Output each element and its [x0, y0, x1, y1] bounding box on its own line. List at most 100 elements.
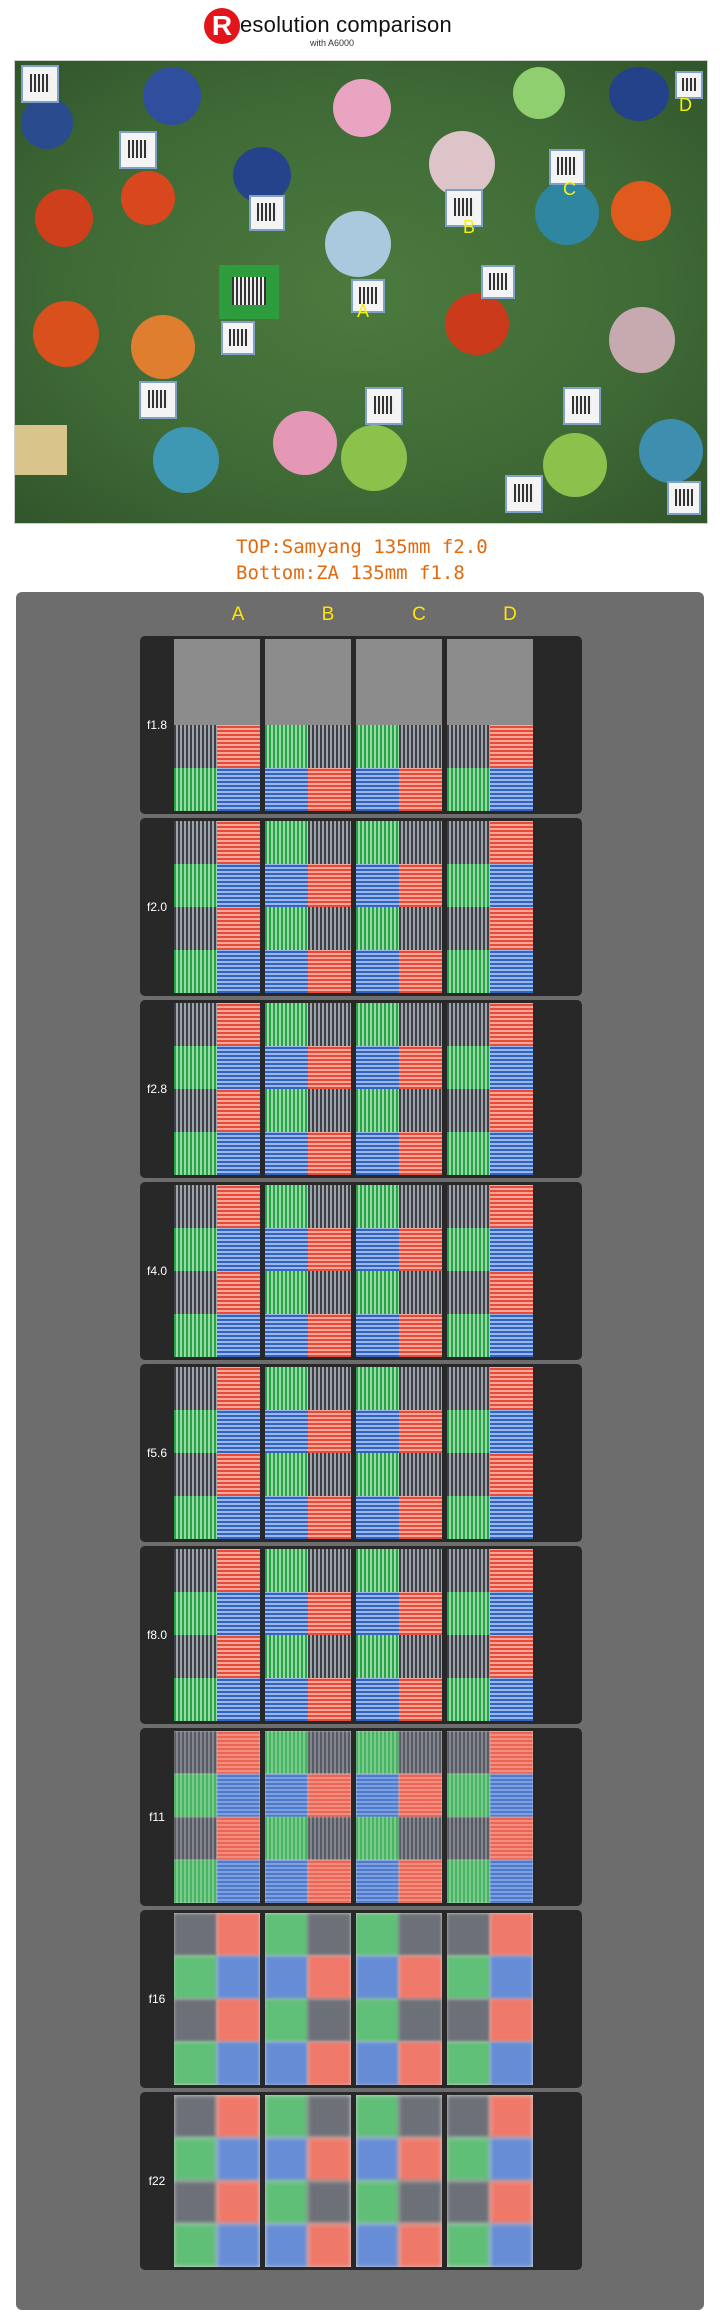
crop-bottom [174, 725, 260, 811]
crop-cell-d [447, 639, 533, 811]
chart-quadrant [399, 1913, 442, 1956]
chart-quadrant [217, 1956, 260, 1999]
caption-top-lens: TOP:Samyang 135mm f2.0 [236, 536, 488, 558]
crop-bottom [174, 1453, 260, 1539]
crop-cell-b [265, 639, 351, 811]
chart-quadrant [308, 1592, 351, 1635]
crop-top [447, 1913, 533, 1999]
crop-top [265, 2095, 351, 2181]
chart-quadrant [356, 1956, 399, 1999]
crop-top [174, 1913, 260, 1999]
sticker [543, 433, 607, 497]
chart-quadrant [356, 1367, 399, 1410]
chart-quadrant [490, 2095, 533, 2138]
crop-cell-b [265, 1731, 351, 1903]
crop-cell-a [174, 1003, 260, 1175]
chart-quadrant [174, 1999, 217, 2042]
chart-quadrant [174, 1549, 217, 1592]
chart-quadrant [447, 1774, 490, 1817]
test-chart [21, 65, 59, 103]
test-chart [481, 265, 515, 299]
crop-bottom [356, 725, 442, 811]
crop-cell-a [174, 1185, 260, 1357]
chart-quadrant [447, 1496, 490, 1539]
chart-quadrant [265, 1678, 308, 1721]
chart-quadrant [265, 1185, 308, 1228]
crop-cell-b [265, 2095, 351, 2267]
crop-bottom [447, 1999, 533, 2085]
chart-quadrant [174, 1185, 217, 1228]
crop-cell-c [356, 821, 442, 993]
chart-quadrant [265, 1046, 308, 1089]
chart-quadrant [308, 907, 351, 950]
chart-quadrant [217, 1496, 260, 1539]
chart-quadrant [490, 1496, 533, 1539]
chart-quadrant [265, 1731, 308, 1774]
chart-quadrant [490, 1132, 533, 1175]
chart-quadrant [447, 1185, 490, 1228]
chart-quadrant [265, 1089, 308, 1132]
chart-quadrant [174, 1774, 217, 1817]
chart-quadrant [174, 1314, 217, 1357]
chart-quadrant [490, 1271, 533, 1314]
crop-top [356, 1731, 442, 1817]
chart-quadrant [399, 1956, 442, 1999]
chart-quadrant [308, 1132, 351, 1175]
chart-quadrant [356, 864, 399, 907]
chart-quadrant [356, 1549, 399, 1592]
chart-quadrant [490, 2042, 533, 2085]
column-label-d: D [503, 604, 517, 625]
crop-cell-a [174, 1367, 260, 1539]
crop-bottom [447, 725, 533, 811]
chart-quadrant [308, 1860, 351, 1903]
chart-quadrant [265, 1132, 308, 1175]
chart-quadrant [174, 1271, 217, 1314]
crop-top [356, 1185, 442, 1271]
crop-cell-d [447, 1185, 533, 1357]
aperture-label: f22 [148, 2174, 166, 2188]
crop-top [174, 639, 260, 725]
chart-quadrant [399, 1185, 442, 1228]
chart-quadrant [356, 1635, 399, 1678]
crop-top [265, 821, 351, 907]
chart-quadrant [399, 1367, 442, 1410]
chart-quadrant [308, 1496, 351, 1539]
chart-quadrant [399, 1999, 442, 2042]
chart-quadrant [490, 1046, 533, 1089]
chart-quadrant [447, 907, 490, 950]
sticker [445, 293, 509, 355]
crop-bottom [265, 907, 351, 993]
chart-quadrant [217, 1913, 260, 1956]
chart-quadrant [447, 950, 490, 993]
chart-quadrant [174, 950, 217, 993]
chart-quadrant [217, 1314, 260, 1357]
chart-quadrant [490, 1956, 533, 1999]
chart-quadrant [399, 950, 442, 993]
chart-quadrant [174, 1956, 217, 1999]
crop-cell-d [447, 1003, 533, 1175]
chart-quadrant [447, 1913, 490, 1956]
sticker [15, 425, 67, 475]
crop-bottom [356, 1453, 442, 1539]
chart-quadrant [399, 1453, 442, 1496]
chart-quadrant [217, 1228, 260, 1271]
crop-bottom [265, 1635, 351, 1721]
chart-quadrant [356, 768, 399, 811]
crop-cell-d [447, 2095, 533, 2267]
sticker [143, 67, 201, 125]
chart-quadrant [308, 1731, 351, 1774]
chart-quadrant [265, 2138, 308, 2181]
test-chart [445, 189, 483, 227]
chart-quadrant [265, 950, 308, 993]
chart-quadrant [308, 1003, 351, 1046]
crop-cell-c [356, 1731, 442, 1903]
crop-top [265, 1185, 351, 1271]
chart-quadrant [356, 1913, 399, 1956]
logo-r: R [204, 8, 240, 44]
sticker [21, 97, 73, 149]
crop-bottom [356, 1089, 442, 1175]
aperture-row: f5.6 [140, 1364, 582, 1542]
location-label-c: C [563, 179, 576, 199]
chart-quadrant [308, 1185, 351, 1228]
chart-quadrant [490, 768, 533, 811]
